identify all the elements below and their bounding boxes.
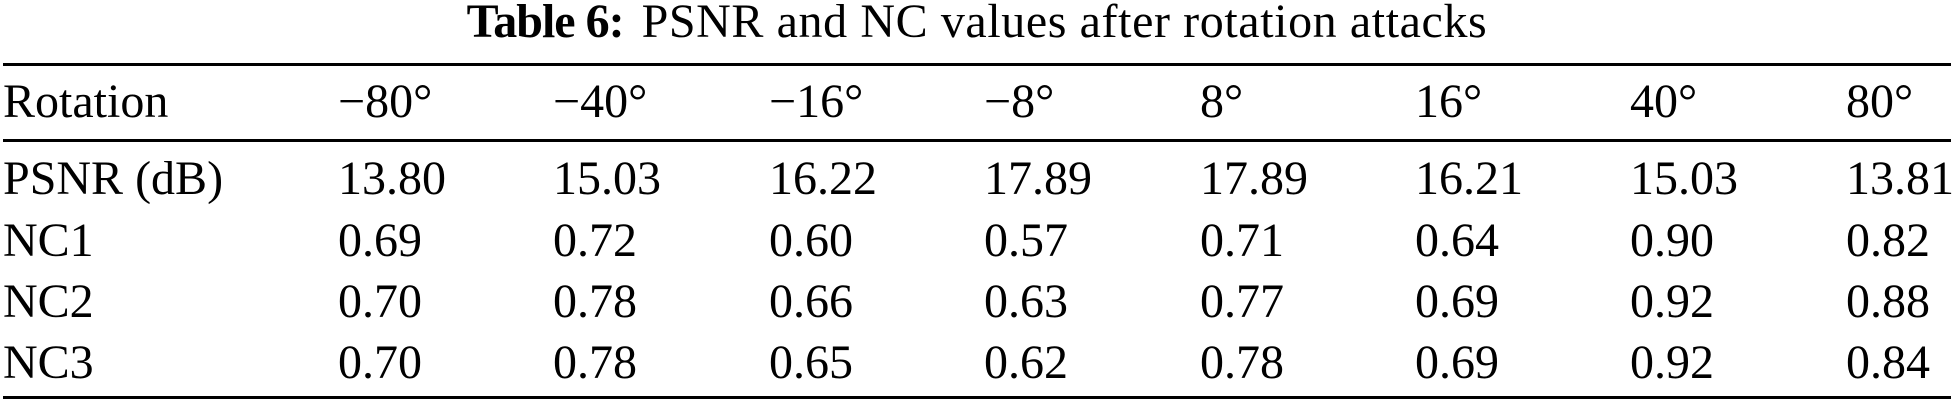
psnr-value: 17.89 (984, 152, 1092, 205)
table-caption-text: PSNR and NC values after rotation attack… (641, 0, 1488, 48)
nc3-value: 0.65 (769, 336, 853, 389)
nc1-value: 0.90 (1630, 214, 1714, 267)
header-cell-neg80: −80° (338, 75, 433, 128)
nc1-value: 0.69 (338, 214, 422, 267)
row-label-nc1: NC1 (3, 214, 94, 267)
nc1-value: 0.82 (1846, 214, 1930, 267)
nc1-value: 0.64 (1415, 214, 1499, 267)
nc1-value: 0.60 (769, 214, 853, 267)
nc2-value: 0.63 (984, 275, 1068, 328)
psnr-value: 15.03 (1630, 152, 1738, 205)
header-cell-80: 80° (1846, 75, 1914, 128)
header-cell-neg16: −16° (769, 75, 864, 128)
nc3-value: 0.62 (984, 336, 1068, 389)
table-header-rule (3, 139, 1951, 143)
table-caption-label: Table 6: (466, 0, 625, 48)
header-cell-neg8: −8° (984, 75, 1055, 128)
nc3-value: 0.69 (1415, 336, 1499, 389)
psnr-value: 15.03 (553, 152, 661, 205)
psnr-value: 13.81 (1846, 152, 1954, 205)
row-label-nc3: NC3 (3, 336, 94, 389)
psnr-value: 16.22 (769, 152, 877, 205)
table-caption: Table 6: PSNR and NC values after rotatio… (0, 0, 1954, 46)
table-row-nc1: NC1 0.69 0.72 0.60 0.57 0.71 0.64 0.90 0… (0, 217, 1954, 265)
table-row-nc2: NC2 0.70 0.78 0.66 0.63 0.77 0.69 0.92 0… (0, 278, 1954, 326)
nc2-value: 0.69 (1415, 275, 1499, 328)
nc2-value: 0.66 (769, 275, 853, 328)
nc2-value: 0.78 (553, 275, 637, 328)
nc2-value: 0.70 (338, 275, 422, 328)
header-cell-40: 40° (1630, 75, 1698, 128)
table-top-rule (3, 63, 1951, 67)
nc3-value: 0.84 (1846, 336, 1930, 389)
nc3-value: 0.70 (338, 336, 422, 389)
row-label-psnr: PSNR (dB) (3, 152, 224, 205)
table-bottom-rule (3, 396, 1951, 400)
header-cell-rotation: Rotation (3, 75, 169, 128)
psnr-value: 13.80 (338, 152, 446, 205)
header-cell-neg40: −40° (553, 75, 648, 128)
psnr-value: 17.89 (1200, 152, 1308, 205)
nc1-value: 0.71 (1200, 214, 1284, 267)
nc3-value: 0.78 (553, 336, 637, 389)
nc1-value: 0.57 (984, 214, 1068, 267)
header-cell-8: 8° (1200, 75, 1244, 128)
table-row-psnr: PSNR (dB) 13.80 15.03 16.22 17.89 17.89 … (0, 155, 1954, 203)
nc2-value: 0.88 (1846, 275, 1930, 328)
nc3-value: 0.78 (1200, 336, 1284, 389)
nc2-value: 0.77 (1200, 275, 1284, 328)
nc3-value: 0.92 (1630, 336, 1714, 389)
psnr-value: 16.21 (1415, 152, 1523, 205)
row-label-nc2: NC2 (3, 275, 94, 328)
table-header-row: Rotation −80° −40° −16° −8° 8° 16° 40° 8… (0, 78, 1954, 126)
nc1-value: 0.72 (553, 214, 637, 267)
table-row-nc3: NC3 0.70 0.78 0.65 0.62 0.78 0.69 0.92 0… (0, 339, 1954, 387)
header-cell-16: 16° (1415, 75, 1483, 128)
nc2-value: 0.92 (1630, 275, 1714, 328)
